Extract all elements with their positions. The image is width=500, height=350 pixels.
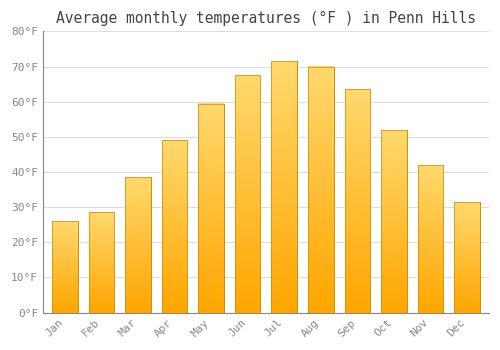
Bar — [198, 104, 224, 313]
Bar — [88, 212, 114, 313]
Bar — [125, 177, 151, 313]
Bar — [381, 130, 406, 313]
Bar — [308, 66, 334, 313]
Bar — [344, 90, 370, 313]
Bar — [454, 202, 480, 313]
Bar — [88, 212, 114, 313]
Bar — [162, 140, 188, 313]
Bar — [52, 221, 78, 313]
Bar — [308, 66, 334, 313]
Bar — [344, 90, 370, 313]
Bar — [52, 221, 78, 313]
Bar — [235, 75, 260, 313]
Bar — [381, 130, 406, 313]
Bar — [125, 177, 151, 313]
Bar — [162, 140, 188, 313]
Bar — [272, 61, 297, 313]
Bar — [418, 165, 443, 313]
Bar — [198, 104, 224, 313]
Bar — [235, 75, 260, 313]
Title: Average monthly temperatures (°F ) in Penn Hills: Average monthly temperatures (°F ) in Pe… — [56, 11, 476, 26]
Bar — [418, 165, 443, 313]
Bar — [454, 202, 480, 313]
Bar — [272, 61, 297, 313]
